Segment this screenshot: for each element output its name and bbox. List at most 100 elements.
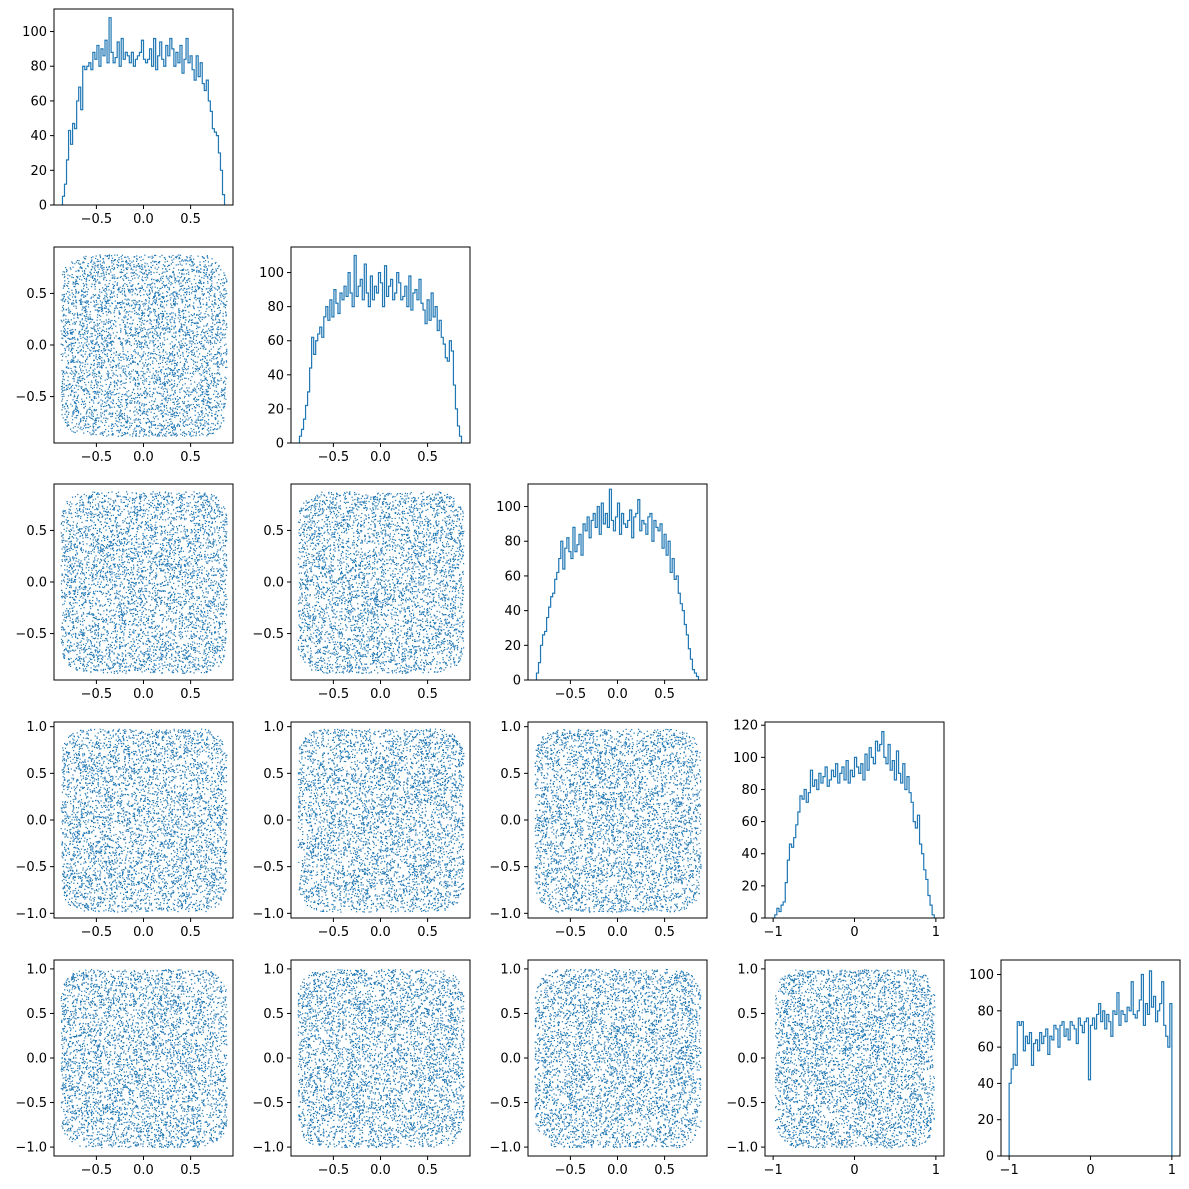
histogram-panel-4: −1 0 1020406080100 [969, 960, 1180, 1178]
scatter-point [160, 345, 161, 346]
scatter-point [222, 365, 223, 366]
scatter-point [98, 283, 99, 284]
scatter-point [137, 393, 138, 394]
scatter-point [165, 362, 166, 363]
scatter-point [155, 375, 156, 376]
scatter-point [128, 326, 129, 327]
scatter-point [210, 295, 211, 296]
scatter-point [140, 411, 141, 412]
scatter-point [167, 392, 168, 393]
scatter-point [122, 343, 123, 344]
scatter-point [186, 256, 187, 257]
scatter-point [196, 369, 197, 370]
scatter-point [171, 388, 172, 389]
scatter-point [68, 281, 69, 282]
scatter-point [93, 296, 94, 297]
scatter-point [105, 291, 106, 292]
scatter-point [149, 291, 150, 292]
scatter-point [68, 414, 69, 415]
scatter-point [208, 328, 209, 329]
scatter-point [170, 319, 171, 320]
scatter-point [163, 428, 164, 429]
scatter-point [152, 261, 153, 262]
scatter-point [207, 314, 208, 315]
scatter-point [159, 358, 160, 359]
scatter-point [78, 410, 79, 411]
scatter-point [109, 350, 110, 351]
scatter-point [128, 396, 129, 397]
scatter-point [105, 255, 106, 256]
scatter-point [210, 340, 211, 341]
scatter-point [99, 328, 100, 329]
scatter-point [169, 385, 170, 386]
scatter-point [172, 387, 173, 388]
scatter-point [122, 383, 123, 384]
scatter-point [113, 260, 114, 261]
scatter-point [66, 335, 67, 336]
scatter-point [164, 344, 165, 345]
scatter-point [114, 394, 115, 395]
scatter-point [103, 267, 104, 268]
scatter-point [210, 388, 211, 389]
scatter-point [173, 301, 174, 302]
scatter-point [80, 334, 81, 335]
scatter-point [154, 329, 155, 330]
scatter-point [64, 274, 65, 275]
scatter-point [192, 431, 193, 432]
scatter-point [106, 384, 107, 385]
scatter-point [175, 299, 176, 300]
scatter-point [204, 376, 205, 377]
scatter-point [144, 373, 145, 374]
scatter-point [168, 358, 169, 359]
scatter-point [126, 407, 127, 408]
scatter-point [217, 357, 218, 358]
scatter-point [183, 290, 184, 291]
scatter-point [71, 319, 72, 320]
scatter-point [104, 337, 105, 338]
y-tick-label: 80 [977, 1004, 994, 1019]
scatter-point [88, 330, 89, 331]
scatter-point [72, 296, 73, 297]
scatter-point [117, 389, 118, 390]
scatter-point [64, 300, 65, 301]
scatter-point [186, 263, 187, 264]
scatter-point [68, 338, 69, 339]
scatter-point [168, 398, 169, 399]
scatter-point [113, 357, 114, 358]
scatter-point [214, 373, 215, 374]
scatter-point [186, 351, 187, 352]
scatter-point [117, 297, 118, 298]
scatter-point [201, 382, 202, 383]
scatter-point [152, 361, 153, 362]
scatter-point [80, 369, 81, 370]
scatter-point [197, 418, 198, 419]
scatter-point [224, 398, 225, 399]
scatter-point [68, 345, 69, 346]
scatter-point [187, 356, 188, 357]
scatter-point [72, 323, 73, 324]
scatter-point [101, 331, 102, 332]
scatter-point [166, 405, 167, 406]
scatter-point [199, 314, 200, 315]
scatter-point [95, 335, 96, 336]
scatter-point [130, 290, 131, 291]
scatter-point [207, 340, 208, 341]
scatter-point [110, 327, 111, 328]
scatter-point [102, 352, 103, 353]
scatter-point [62, 387, 63, 388]
scatter-point [137, 426, 138, 427]
scatter-point [106, 405, 107, 406]
scatter-point [174, 365, 175, 366]
scatter-point [189, 278, 190, 279]
scatter-point [225, 290, 226, 291]
scatter-point [181, 288, 182, 289]
scatter-point [75, 281, 76, 282]
scatter-point [202, 319, 203, 320]
scatter-point [86, 314, 87, 315]
scatter-point [99, 315, 100, 316]
scatter-point [140, 347, 141, 348]
scatter-point [68, 298, 69, 299]
scatter-point [134, 420, 135, 421]
scatter-point [210, 433, 211, 434]
scatter-point [96, 342, 97, 343]
